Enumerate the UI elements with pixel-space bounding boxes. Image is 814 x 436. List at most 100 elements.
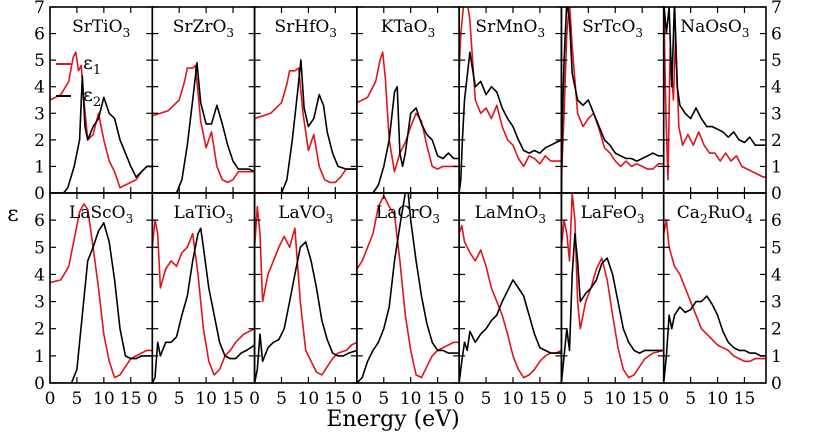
series-line-eps2 [50,222,153,383]
panel-title: LaTiO3 [174,203,234,226]
series-line-eps1 [459,7,562,168]
y-tick-label: 5 [771,51,782,71]
x-tick-label: 5 [583,389,594,409]
x-tick-label: 0 [249,389,260,409]
panel-title: SrTcO3 [582,17,643,40]
series-line-eps1 [50,51,153,189]
panel-title: SrMnO3 [475,17,545,40]
panel-frame [662,192,767,384]
x-tick-label: 15 [120,389,142,409]
x-tick-label: 5 [481,389,492,409]
x-tick-label: 15 [631,389,653,409]
x-tick-label: 10 [298,389,320,409]
x-tick-label: 15 [734,389,756,409]
x-tick-label: 10 [707,389,729,409]
y-tick-label: 6 [34,211,45,231]
series-line-eps2 [459,279,562,383]
chart-panel: LaTiO3 [151,192,256,384]
x-axis-label: Energy (eV) [326,407,459,432]
chart-panel: Ca2RuO4 [662,192,767,384]
y-tick-label: 6 [34,25,45,45]
x-tick-label: 10 [502,389,524,409]
panel-title: NaOsO3 [680,17,749,40]
series-line-eps2 [561,7,664,193]
y-tick-label: 4 [34,78,45,98]
x-tick-labels: 0 5 10 15 0 5 10 15 0 5 10 15 0 5 10 15 0 5 10 15 0 5 10 15 0 5 10… [45,389,756,409]
y-tick-label: 7 [34,0,45,18]
panel-title: LaVO3 [278,203,333,226]
panel-title: SrZrO3 [173,17,234,40]
series-line-eps1 [356,51,460,173]
y-tick-label: 7 [771,0,782,18]
series-line-eps2 [152,61,255,193]
y-tick-label: 3 [771,104,782,124]
series-line-eps2 [356,193,460,383]
chart-panel: LaVO3 [253,192,358,384]
panel-title: LaMnO3 [475,203,546,226]
x-tick-label: 10 [195,389,217,409]
series-line-eps2 [152,227,255,383]
panel-title: SrTiO3 [72,17,130,40]
panel-title: KTaO3 [381,17,435,40]
x-tick-label: 10 [604,389,626,409]
chart-panel: SrMnO3 [458,6,563,194]
panel-title: SrHfO3 [274,17,336,40]
y-tick-label: 1 [34,157,45,177]
y-tick-label: 6 [771,211,782,231]
y-tick-label: 2 [34,131,45,151]
series-line-eps2 [663,295,766,383]
y-tick-label: 0 [34,374,45,394]
chart-panel: SrTiO3 [49,6,154,194]
series-line-eps2 [254,59,357,193]
chart-panel: LaFeO3 [560,192,665,384]
legend-entry: ε2 [83,84,101,110]
series-line-eps1 [663,7,766,181]
series-line-eps2 [254,241,357,383]
y-tick-label: 5 [771,238,782,258]
y-tick-label: 0 [771,184,782,204]
series-line-eps2 [50,75,153,193]
x-tick-label: 5 [276,389,287,409]
series-line-eps2 [356,85,460,193]
series-line-eps1 [254,67,357,184]
y-tick-label: 3 [771,293,782,313]
panel-title: LaScO3 [69,203,133,226]
x-tick-label: 15 [427,389,449,409]
y-tick-label: 2 [771,131,782,151]
chart-panel: SrZrO3 [151,6,256,194]
y-tick-label: 1 [34,347,45,367]
x-tick-label: 5 [174,389,185,409]
x-tick-label: 15 [325,389,347,409]
series-line-eps1 [561,193,664,379]
series-line-eps1 [561,7,664,180]
y-tick-label: 2 [771,320,782,340]
chart-panel: NaOsO3 [662,6,767,194]
chart-panel: SrTcO3 [560,6,665,194]
y-tick-label: 0 [34,184,45,204]
x-tick-label: 0 [454,389,465,409]
series-line-eps1 [663,219,766,363]
x-tick-label: 5 [685,389,696,409]
y-tick-label: 3 [34,293,45,313]
y-axis-label: ε [7,202,18,227]
y-tick-label: 5 [34,238,45,258]
legend-entry: ε1 [83,52,101,78]
series-line-eps1 [254,205,357,376]
panel-title: LaCrO3 [376,203,440,226]
series-line-eps1 [152,64,255,184]
chart-panel: LaScO3 [49,192,154,384]
y-tick-label: 2 [34,320,45,340]
right-y-tick-labels: 0 1 2 3 4 5 6 7 0 1 2 3 4 5 6 [771,0,782,394]
x-tick-label: 0 [147,389,158,409]
series-line-eps1 [50,203,153,379]
series-line-eps2 [561,232,664,383]
x-tick-label: 15 [529,389,551,409]
y-tick-label: 4 [771,78,782,98]
panel-title: Ca2RuO4 [677,203,753,226]
chart-panel: KTaO3 [356,6,460,194]
y-tick-label: 6 [771,25,782,45]
x-tick-label: 15 [222,389,244,409]
left-y-tick-labels: 0 1 2 3 4 5 6 7 0 1 2 3 4 5 6 [34,0,45,394]
